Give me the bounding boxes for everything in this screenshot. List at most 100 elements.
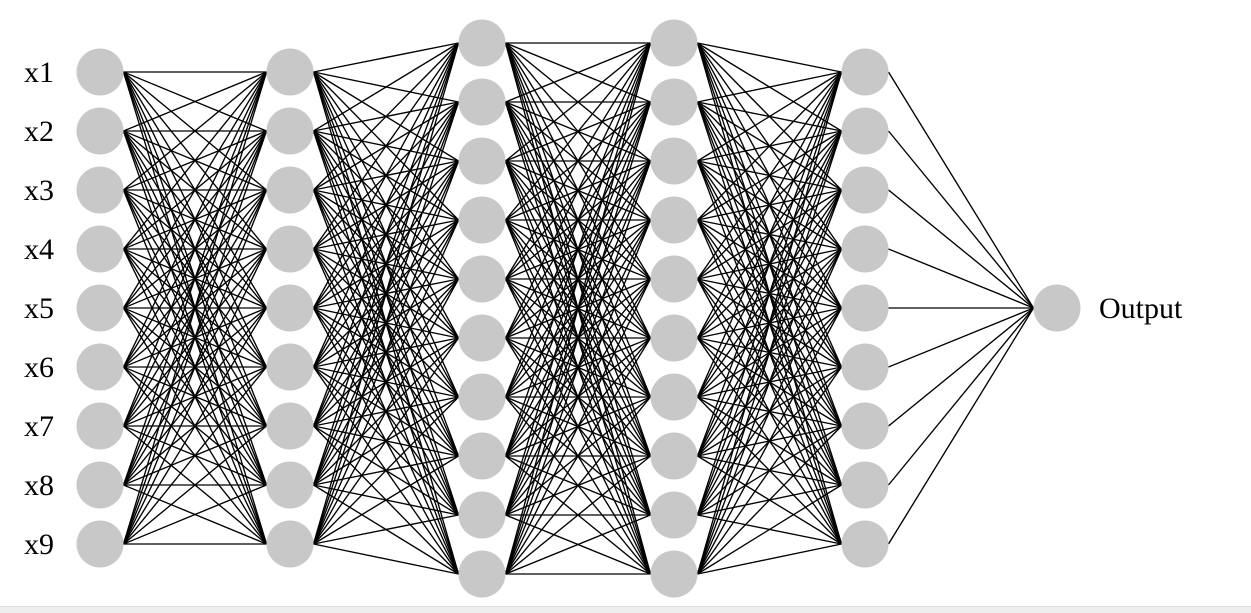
connection-line [312, 42, 460, 368]
hidden-node [841, 520, 889, 568]
hidden-node [650, 196, 698, 244]
hidden-node [266, 48, 314, 96]
connection-line [122, 307, 268, 545]
connection-line [122, 248, 268, 545]
connection-line [887, 130, 1035, 309]
input-label: x6 [24, 351, 54, 384]
connection-line [504, 278, 652, 575]
connection-line [312, 42, 460, 427]
connection-line [696, 130, 843, 575]
hidden-node [266, 520, 314, 568]
input-node [76, 107, 124, 155]
connection-line [696, 307, 843, 575]
output-node [1033, 284, 1081, 332]
connection-line [697, 425, 842, 575]
input-label: x9 [24, 528, 54, 561]
connection-line [696, 189, 843, 575]
input-label: x5 [24, 292, 54, 325]
connection-line [313, 514, 459, 545]
connection-line [122, 130, 268, 545]
output-label: Output [1099, 292, 1183, 325]
hidden-node [650, 78, 698, 126]
hidden-node [458, 196, 506, 244]
hidden-node [650, 491, 698, 539]
connection-line [312, 337, 460, 545]
connection-line [697, 71, 842, 221]
hidden-node [266, 166, 314, 214]
connection-line [504, 42, 652, 457]
input-label: x3 [24, 174, 54, 207]
connection-line [312, 42, 460, 486]
hidden-node [266, 461, 314, 509]
connection-line [312, 278, 460, 545]
connection-line [122, 71, 268, 250]
connection-line [697, 71, 842, 103]
connection-line [504, 101, 652, 575]
input-label: x8 [24, 469, 54, 502]
hidden-node [458, 19, 506, 67]
connection-line [505, 455, 651, 575]
connection-line [504, 337, 652, 575]
input-node [76, 284, 124, 332]
connection-line [504, 160, 652, 575]
connection-line [696, 71, 843, 280]
connection-line [696, 71, 843, 575]
connection-line [312, 160, 460, 545]
connection-line [122, 366, 268, 545]
hidden-node [650, 314, 698, 362]
hidden-node [266, 107, 314, 155]
hidden-node [650, 137, 698, 185]
connection-line [888, 307, 1034, 427]
input-node [76, 343, 124, 391]
hidden-node [458, 137, 506, 185]
connection-line [123, 71, 267, 132]
connection-line [122, 71, 268, 545]
connection-line [313, 455, 459, 545]
connection-line [312, 42, 460, 309]
connection-line [122, 71, 268, 368]
input-label: x4 [24, 233, 54, 266]
input-label: x1 [24, 56, 54, 89]
connection-line [696, 366, 843, 575]
connection-line [504, 42, 652, 280]
neuron-nodes [76, 19, 1081, 598]
connection-line [505, 42, 651, 162]
connection-line [313, 543, 459, 575]
hidden-node [266, 225, 314, 273]
hidden-node [841, 461, 889, 509]
connection-line [312, 42, 460, 250]
connection-line [888, 189, 1034, 309]
hidden-node [650, 255, 698, 303]
connection-line [122, 71, 268, 486]
connection-line [122, 71, 268, 427]
connection-line [697, 543, 842, 575]
hidden-node [841, 166, 889, 214]
input-node [76, 520, 124, 568]
hidden-node [458, 255, 506, 303]
input-node [76, 166, 124, 214]
hidden-node [650, 19, 698, 67]
connection-line [313, 396, 459, 545]
hidden-node [458, 491, 506, 539]
hidden-node [458, 432, 506, 480]
connection-line [312, 101, 460, 545]
hidden-node [841, 402, 889, 450]
hidden-node [458, 78, 506, 126]
connection-line [123, 484, 267, 545]
connection-line [696, 248, 843, 575]
connection-line [123, 425, 267, 545]
connection-line [696, 71, 843, 516]
connection-line [504, 219, 652, 575]
connection-line [697, 484, 842, 575]
input-node [76, 225, 124, 273]
hidden-node [650, 373, 698, 421]
connection-line [504, 396, 652, 575]
connection-line [888, 307, 1034, 368]
node-labels: x1 x2 x3 x4 x5 x6 x7 x8 x9 Output [24, 56, 1183, 561]
connection-line [122, 189, 268, 545]
connection-line [696, 71, 843, 398]
connection-line [504, 42, 652, 221]
connection-lines [122, 42, 1035, 575]
connection-line [505, 514, 651, 575]
hidden-node [650, 432, 698, 480]
